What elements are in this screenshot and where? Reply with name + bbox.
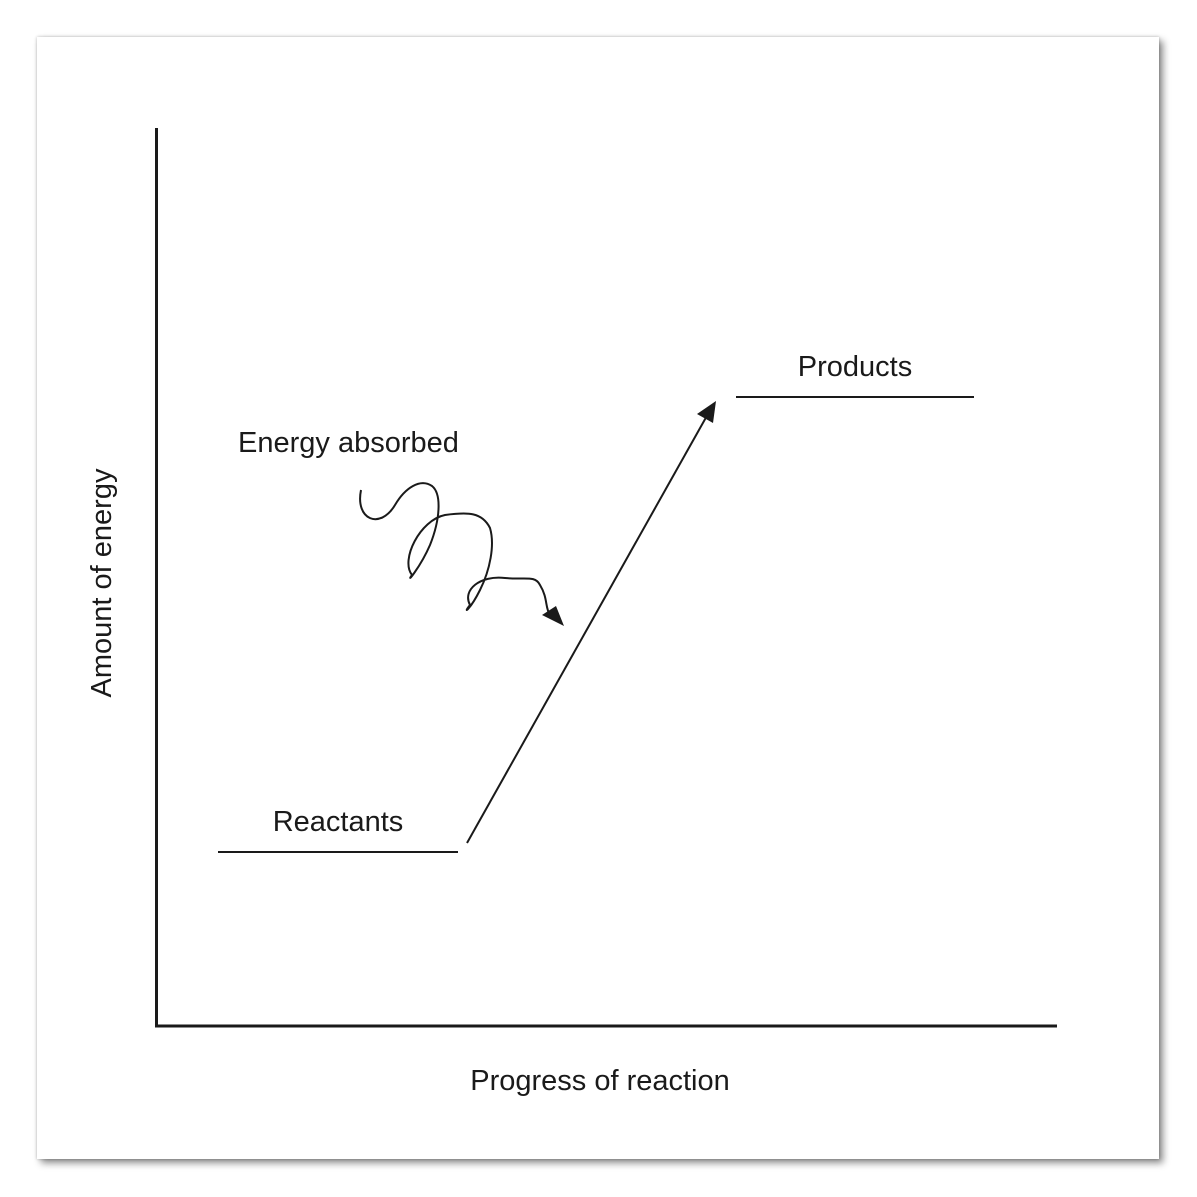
y-axis-label: Amount of energy: [86, 468, 118, 697]
reactants-label: Reactants: [273, 806, 404, 838]
products-label: Products: [798, 351, 912, 383]
reaction-arrowhead: [697, 401, 716, 423]
figure-frame: [37, 37, 1159, 1159]
energy-absorbed-label: Energy absorbed: [238, 427, 459, 459]
energy-arrowhead: [542, 606, 564, 626]
x-axis-label: Progress of reaction: [470, 1065, 730, 1097]
energy-wavy-arrow: [359, 482, 551, 616]
reaction-arrow: [466, 404, 714, 844]
